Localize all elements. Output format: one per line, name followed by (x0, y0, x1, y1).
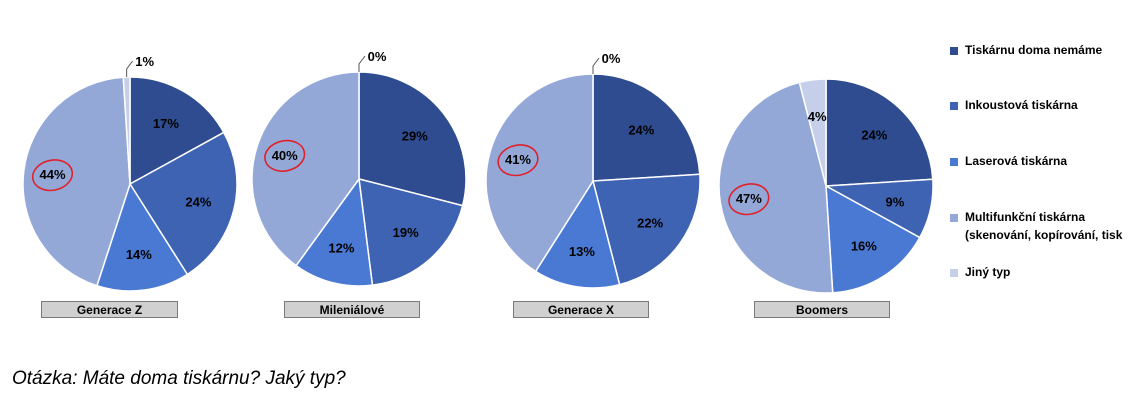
data-label: 4% (808, 109, 827, 124)
highlight-circle (728, 183, 770, 216)
legend-label: Inkoustová tiskárna (965, 98, 1078, 112)
pie-1: 29% 19% 12% 40% 0% (251, 49, 467, 287)
legend-label-line2: (skenování, kopírování, tisk (965, 228, 1123, 242)
pie-slice (295, 177, 374, 287)
legend-swatch (950, 269, 958, 277)
highlight-circle (497, 144, 539, 177)
legend-swatch (950, 214, 958, 222)
data-label: 12% (328, 240, 354, 255)
data-label: 1% (135, 54, 154, 69)
pie-slice (22, 76, 131, 287)
data-label: 41% (505, 152, 531, 167)
pie-slice (534, 179, 621, 289)
pie-3: 24% 9% 16% 47% 4% (718, 78, 934, 294)
pie-slice (825, 78, 934, 187)
data-label: 47% (736, 191, 762, 206)
chart-label-generace-z: Generace Z (41, 301, 178, 318)
highlight-circle (31, 159, 74, 192)
data-label: 24% (861, 128, 887, 143)
data-label: 9% (886, 194, 905, 209)
data-label: 22% (637, 216, 663, 231)
data-label: 17% (153, 116, 179, 131)
pie-slice (251, 71, 360, 267)
pie-0: 17% 24% 14% 44% 1% (22, 54, 238, 292)
pie-slice (825, 184, 921, 294)
legend-swatch (950, 102, 958, 110)
chart-label-boomers: Boomers (754, 301, 890, 318)
data-label: 40% (272, 148, 298, 163)
legend-swatch (950, 47, 958, 55)
pie-slice (358, 71, 467, 207)
data-label: 19% (393, 225, 419, 240)
pie-slice (592, 173, 701, 286)
data-label: 0% (602, 51, 621, 66)
legend-label: Laserová tiskárna (965, 154, 1068, 168)
data-label: 24% (185, 195, 211, 210)
leader-line (126, 60, 134, 78)
pie-slice (798, 78, 827, 187)
pie-slice (358, 177, 464, 286)
leader-line (592, 57, 600, 74)
pie-slice (128, 131, 238, 276)
data-label: 29% (402, 129, 428, 144)
pie-slice (129, 76, 225, 186)
data-label: 44% (39, 167, 65, 182)
data-label: 13% (569, 244, 595, 259)
pie-slice (718, 81, 834, 294)
data-label: 16% (851, 239, 877, 254)
highlight-circle (264, 139, 306, 172)
question-text: Otázka: Máte doma tiskárnu? Jaký typ? (12, 368, 346, 389)
legend-swatch (950, 158, 958, 166)
legend-label: Tiskárnu doma nemáme (965, 43, 1103, 57)
pie-slice (95, 182, 189, 292)
data-label: 0% (368, 49, 387, 64)
chart-label-milenialove: Mileniálové (284, 301, 420, 318)
pie-slice (592, 73, 701, 182)
data-label: 14% (126, 247, 152, 262)
leader-line (358, 55, 366, 72)
legend-label: Jiný typ (965, 265, 1011, 279)
data-label: 24% (628, 123, 654, 138)
chart-label-generace-x: Generace X (513, 301, 649, 318)
pie-2: 24% 22% 13% 41% 0% (485, 51, 701, 289)
legend-label: Multifunkční tiskárna (965, 210, 1086, 224)
pie-slice (485, 73, 594, 273)
legend: Tiskárnu doma nemáme Inkoustová tiskárna… (950, 40, 1134, 290)
